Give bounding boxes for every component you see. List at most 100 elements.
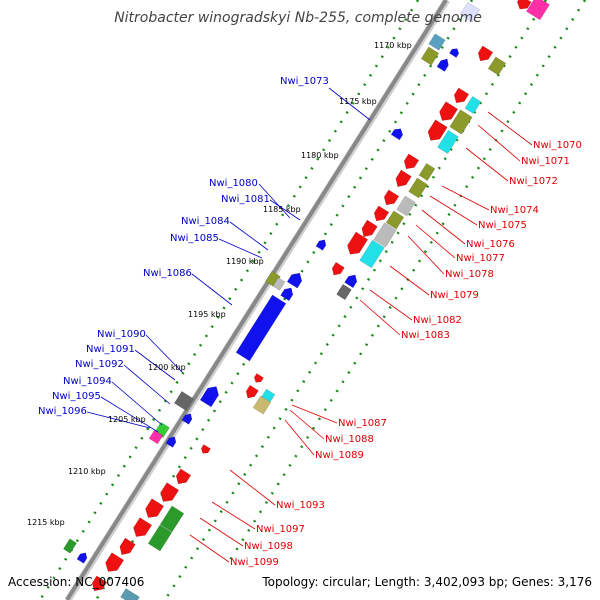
gene-label[interactable]: Nwi_1093 — [276, 500, 325, 511]
gene-label[interactable]: Nwi_1072 — [509, 176, 558, 187]
reverse-gene[interactable] — [286, 272, 303, 289]
gene-label[interactable]: Nwi_1092 — [75, 359, 124, 370]
label-connector — [289, 409, 325, 440]
forward-gene[interactable] — [160, 482, 180, 502]
forward-gene[interactable] — [145, 498, 165, 518]
gene-label[interactable]: Nwi_1079 — [430, 290, 479, 301]
forward-gene[interactable] — [253, 373, 264, 383]
reverse-gene[interactable] — [280, 287, 294, 302]
forward-gene[interactable] — [385, 210, 405, 230]
forward-gene[interactable] — [418, 163, 436, 181]
reverse-gene[interactable] — [120, 588, 140, 600]
reverse-gene[interactable] — [459, 1, 481, 23]
forward-gene[interactable] — [526, 0, 550, 21]
forward-gene[interactable] — [331, 261, 345, 276]
forward-gene[interactable] — [347, 231, 369, 255]
gene-label[interactable]: Nwi_1082 — [413, 315, 462, 326]
kbp-ticks: 1170 kbp 1175 kbp 1180 kbp 1185 kbp 1190… — [27, 41, 412, 527]
label-connector — [211, 501, 256, 530]
forward-gene[interactable] — [200, 444, 211, 454]
gene-label[interactable]: Nwi_1090 — [97, 329, 146, 340]
forward-gene[interactable] — [105, 552, 125, 572]
gene-label[interactable]: Nwi_1078 — [445, 269, 494, 280]
reverse-gene[interactable] — [449, 48, 460, 58]
forward-gene[interactable] — [487, 56, 507, 76]
label-connector — [359, 299, 401, 336]
gene-label[interactable]: Nwi_1086 — [143, 268, 192, 279]
forward-gene[interactable] — [133, 517, 153, 537]
gene-label[interactable]: Nwi_1070 — [533, 140, 582, 151]
forward-gene[interactable] — [437, 129, 459, 155]
reverse-gene[interactable] — [181, 413, 193, 425]
gene-label[interactable]: Nwi_1087 — [338, 418, 387, 429]
forward-gene[interactable] — [119, 537, 136, 556]
forward-gene[interactable] — [245, 384, 259, 399]
gene-label[interactable]: Nwi_1091 — [86, 344, 135, 355]
gene-label[interactable]: Nwi_1098 — [244, 541, 293, 552]
reverse-gene[interactable] — [165, 436, 177, 448]
reverse-gene[interactable] — [235, 294, 287, 362]
gene-label[interactable]: Nwi_1076 — [466, 239, 515, 250]
gene-label[interactable]: Nwi_1074 — [490, 205, 539, 216]
label-connector — [429, 195, 478, 226]
forward-gene[interactable] — [427, 119, 448, 141]
label-connector — [369, 289, 413, 321]
forward-gene[interactable] — [517, 0, 532, 10]
reverse-gene[interactable] — [315, 239, 327, 251]
forward-gene[interactable] — [449, 109, 473, 135]
gene-label[interactable]: Nwi_1089 — [315, 450, 364, 461]
forward-gene[interactable] — [361, 219, 378, 238]
gene-label[interactable]: Nwi_1099 — [230, 557, 279, 568]
forward-gene[interactable] — [453, 87, 470, 104]
forward-gene[interactable] — [373, 205, 390, 222]
forward-gene[interactable] — [395, 169, 412, 188]
reverse-gene[interactable] — [63, 538, 77, 554]
forward-gene[interactable] — [373, 222, 397, 248]
dotted-guides — [38, 0, 587, 600]
forward-gene[interactable] — [477, 45, 494, 62]
gene-label[interactable]: Nwi_1080 — [209, 178, 258, 189]
reverse-gene[interactable] — [436, 58, 449, 72]
forward-gene[interactable] — [91, 575, 108, 592]
gene-label[interactable]: Nwi_1075 — [478, 220, 527, 231]
gene-label[interactable]: Nwi_1094 — [63, 376, 112, 387]
forward-gene[interactable] — [439, 101, 459, 121]
reverse-gene[interactable] — [199, 386, 219, 408]
forward-gene[interactable] — [408, 177, 428, 199]
forward-gene[interactable] — [359, 239, 385, 269]
gene-label[interactable]: Nwi_1085 — [170, 233, 219, 244]
label-connector — [199, 517, 244, 547]
forward-gene[interactable] — [403, 153, 420, 170]
gene-label[interactable]: Nwi_1097 — [256, 524, 305, 535]
kbp-tick-label: 1180 kbp — [301, 151, 339, 160]
forward-gene[interactable] — [147, 524, 173, 552]
gene-label[interactable]: Nwi_1073 — [280, 76, 329, 87]
forward-gene[interactable] — [396, 195, 416, 217]
forward-gene[interactable] — [344, 274, 358, 289]
forward-gene[interactable] — [336, 283, 352, 301]
gene-label[interactable]: Nwi_1083 — [401, 330, 450, 341]
gene-label[interactable]: Nwi_1071 — [521, 156, 570, 167]
forward-gene[interactable] — [464, 96, 482, 114]
label-connector — [189, 534, 230, 563]
reverse-gene[interactable] — [390, 128, 404, 141]
forward-gene[interactable] — [383, 189, 400, 206]
forward-gene[interactable] — [252, 395, 272, 415]
reverse-gene[interactable] — [428, 33, 446, 51]
gene-label[interactable]: Nwi_1081 — [221, 194, 270, 205]
forward-gene[interactable] — [175, 468, 192, 485]
reverse-strand-labels: Nwi_1073 Nwi_1080 Nwi_1081 Nwi_1084 Nwi_… — [38, 76, 329, 417]
reverse-gene[interactable] — [173, 390, 195, 412]
gene-label[interactable]: Nwi_1096 — [38, 406, 87, 417]
forward-strand-labels: Nwi_1070 Nwi_1071 Nwi_1072 Nwi_1074 Nwi_… — [230, 140, 582, 568]
gene-label[interactable]: Nwi_1084 — [181, 216, 230, 227]
reverse-gene[interactable] — [420, 46, 440, 66]
kbp-tick-label: 1185 kbp — [263, 205, 301, 214]
gene-label[interactable]: Nwi_1095 — [52, 391, 101, 402]
gene-label[interactable]: Nwi_1077 — [456, 253, 505, 264]
label-connector — [487, 111, 533, 146]
gene-label[interactable]: Nwi_1088 — [325, 434, 374, 445]
reverse-gene[interactable] — [272, 277, 286, 291]
forward-gene[interactable] — [159, 505, 185, 533]
reverse-gene[interactable] — [76, 552, 88, 564]
